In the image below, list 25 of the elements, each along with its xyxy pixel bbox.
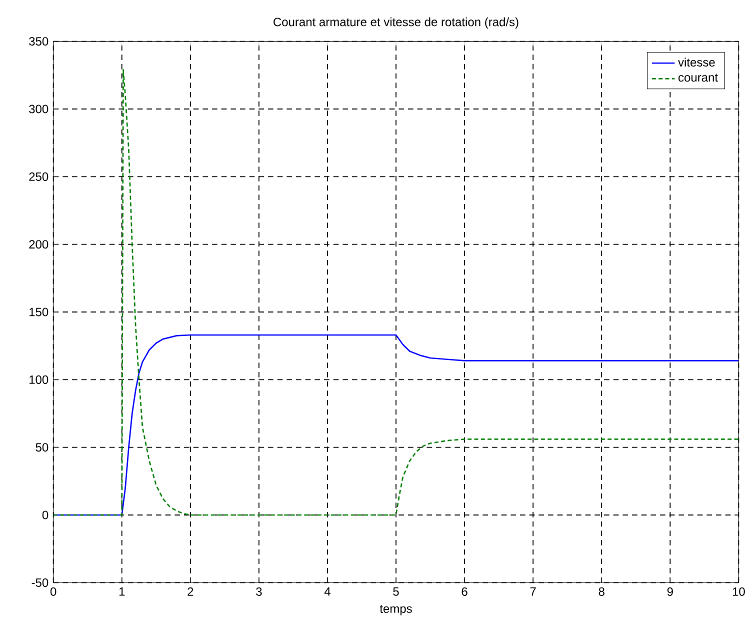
legend-label: vitesse [678, 58, 715, 67]
x-tick-label: 6 [462, 588, 468, 596]
y-tick-label: 50 [36, 443, 48, 452]
x-tick-label: 1 [119, 588, 125, 596]
x-tick-label: 5 [393, 588, 399, 596]
y-tick-label: 250 [29, 172, 48, 182]
x-tick-label: 8 [598, 588, 604, 596]
x-tick-label: 7 [530, 588, 536, 596]
x-tick-label: 4 [324, 588, 330, 596]
x-tick-label: 2 [188, 588, 194, 596]
y-tick-label: 150 [30, 308, 48, 316]
y-tick-label: 300 [29, 104, 48, 114]
y-tick-label: 100 [30, 376, 48, 384]
x-tick-label: 10 [732, 588, 745, 596]
chart-title: Courant armature et vitesse de rotation (rad/s) [274, 18, 518, 29]
line-series [53, 69, 739, 516]
y-tick-label: -50 [32, 578, 48, 588]
x-tick-label: 0 [50, 588, 56, 596]
x-tick-label: 9 [667, 588, 673, 596]
y-tick-label: 350 [29, 37, 48, 46]
y-tick-label: 200 [29, 240, 48, 249]
x-axis-title: temps [380, 605, 412, 616]
x-tick-label: 3 [256, 588, 262, 596]
legend-label: courant [678, 74, 718, 82]
y-tick-label: 0 [42, 510, 48, 520]
